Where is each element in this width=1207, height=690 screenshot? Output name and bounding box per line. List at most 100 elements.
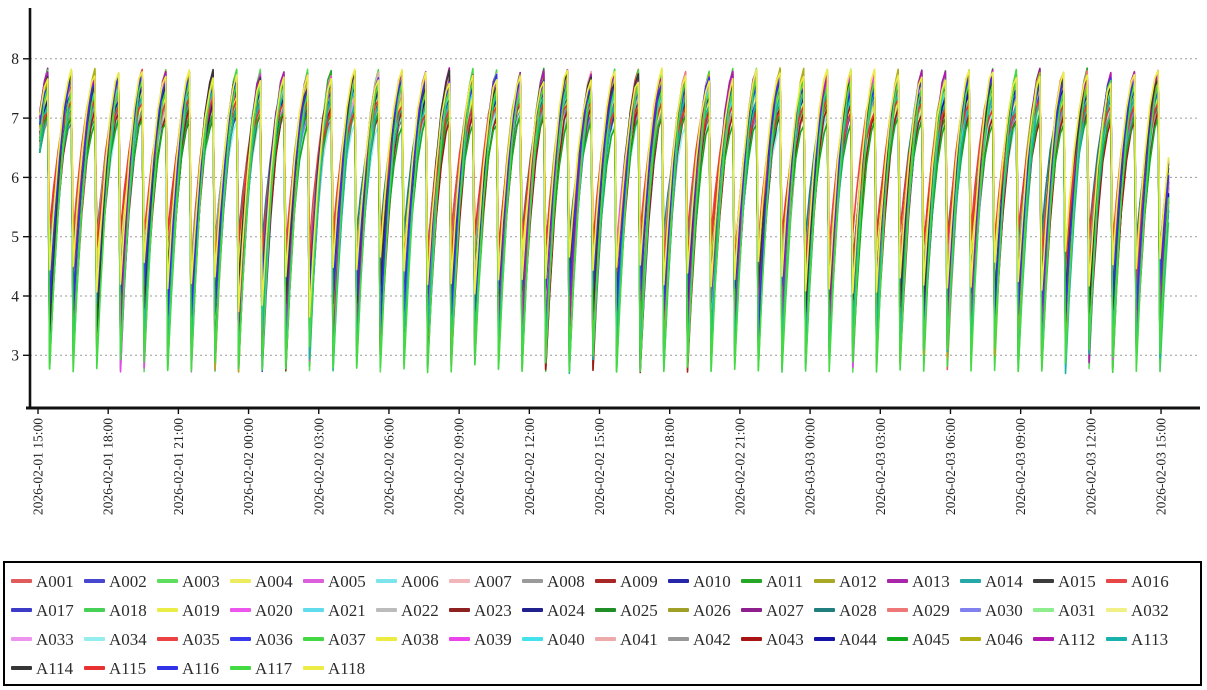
legend-label-A035: A035	[182, 629, 220, 649]
legend-item-A041: A041	[595, 625, 668, 653]
legend-swatch-A118	[303, 666, 324, 670]
legend-item-A033: A033	[11, 625, 84, 653]
legend-label-A023: A023	[474, 600, 512, 620]
legend-label-A017: A017	[36, 600, 74, 620]
x-tick-label: 2026-02-02 15:00	[592, 418, 607, 515]
legend-swatch-A019	[157, 608, 178, 612]
legend-label-A014: A014	[985, 571, 1023, 591]
legend-item-A037: A037	[303, 625, 376, 653]
legend-swatch-A115	[84, 666, 105, 670]
y-tick-label: 5	[11, 229, 19, 246]
legend-item-A003: A003	[157, 567, 230, 595]
legend-item-A045: A045	[887, 625, 960, 653]
legend-label-A006: A006	[401, 571, 439, 591]
legend-swatch-A014	[960, 579, 981, 583]
legend-label-A021: A021	[328, 600, 366, 620]
legend-swatch-A039	[449, 637, 470, 641]
legend-label-A002: A002	[109, 571, 147, 591]
legend-swatch-A046	[960, 637, 981, 641]
legend-swatch-A015	[1033, 579, 1054, 583]
legend-label-A022: A022	[401, 600, 439, 620]
legend-swatch-A024	[522, 608, 543, 612]
y-tick-label: 3	[11, 348, 19, 365]
legend-label-A028: A028	[839, 600, 877, 620]
legend-item-A114: A114	[11, 654, 84, 682]
legend-label-A008: A008	[547, 571, 585, 591]
legend-label-A039: A039	[474, 629, 512, 649]
legend-swatch-A017	[11, 608, 32, 612]
legend-label-A043: A043	[766, 629, 804, 649]
legend-item-A031: A031	[1033, 596, 1106, 624]
legend-item-A001: A001	[11, 567, 84, 595]
legend-item-A028: A028	[814, 596, 887, 624]
legend-item-A013: A013	[887, 567, 960, 595]
legend-swatch-A010	[668, 579, 689, 583]
legend-swatch-A035	[157, 637, 178, 641]
legend-item-A008: A008	[522, 567, 595, 595]
legend-item-A005: A005	[303, 567, 376, 595]
legend-item-A029: A029	[887, 596, 960, 624]
legend-swatch-A008	[522, 579, 543, 583]
y-tick-label: 7	[11, 111, 19, 128]
legend-swatch-A043	[741, 637, 762, 641]
legend-swatch-A028	[814, 608, 835, 612]
x-tick-label: 2026-03-03 00:00	[803, 418, 818, 515]
legend-swatch-A003	[157, 579, 178, 583]
legend-label-A036: A036	[255, 629, 293, 649]
legend-item-A021: A021	[303, 596, 376, 624]
legend-item-A034: A034	[84, 625, 157, 653]
x-tick-label: 2026-02-01 18:00	[101, 418, 116, 515]
legend-label-A046: A046	[985, 629, 1023, 649]
x-tick-label: 2026-02-02 21:00	[732, 418, 747, 515]
legend-swatch-A034	[84, 637, 105, 641]
legend-label-A015: A015	[1058, 571, 1096, 591]
legend-item-A046: A046	[960, 625, 1033, 653]
legend-swatch-A006	[376, 579, 397, 583]
legend-swatch-A026	[668, 608, 689, 612]
y-tick-label: 6	[11, 170, 19, 187]
x-tick-label: 2026-02-02 06:00	[381, 418, 396, 515]
x-tick-label: 2026-02-02 09:00	[452, 418, 467, 515]
legend-swatch-A009	[595, 579, 616, 583]
legend-swatch-A030	[960, 608, 981, 612]
legend-item-A004: A004	[230, 567, 303, 595]
x-tick-label: 2026-02-01 15:00	[31, 418, 46, 515]
x-tick-label: 2026-02-03 06:00	[943, 418, 958, 515]
series-line-A117	[38, 74, 1170, 374]
legend-item-A017: A017	[11, 596, 84, 624]
legend-label-A030: A030	[985, 600, 1023, 620]
legend-item-A016: A016	[1106, 567, 1179, 595]
legend-item-A011: A011	[741, 567, 814, 595]
legend-item-A040: A040	[522, 625, 595, 653]
legend-swatch-A117	[230, 666, 251, 670]
legend-item-A019: A019	[157, 596, 230, 624]
legend-swatch-A038	[376, 637, 397, 641]
legend-label-A033: A033	[36, 629, 74, 649]
x-tick-label: 2026-02-03 03:00	[873, 418, 888, 515]
x-tick-label: 2026-02-03 15:00	[1154, 418, 1169, 515]
legend-swatch-A042	[668, 637, 689, 641]
legend-swatch-A041	[595, 637, 616, 641]
legend-swatch-A027	[741, 608, 762, 612]
legend-item-A026: A026	[668, 596, 741, 624]
legend-swatch-A029	[887, 608, 908, 612]
legend-label-A026: A026	[693, 600, 731, 620]
legend-item-A038: A038	[376, 625, 449, 653]
x-tick-label: 2026-02-02 00:00	[241, 418, 256, 515]
x-tick-label: 2026-02-03 12:00	[1083, 418, 1098, 515]
legend-item-A113: A113	[1106, 625, 1179, 653]
legend-item-A009: A009	[595, 567, 668, 595]
legend-label-A009: A009	[620, 571, 658, 591]
legend-label-A114: A114	[36, 658, 74, 678]
legend-item-A118: A118	[303, 654, 376, 682]
legend-swatch-A032	[1106, 608, 1127, 612]
legend-swatch-A013	[887, 579, 908, 583]
legend-item-A007: A007	[449, 567, 522, 595]
legend-label-A025: A025	[620, 600, 658, 620]
legend-item-A116: A116	[157, 654, 230, 682]
legend-item-A022: A022	[376, 596, 449, 624]
legend-swatch-A113	[1106, 637, 1127, 641]
legend-item-A006: A006	[376, 567, 449, 595]
legend-swatch-A116	[157, 666, 178, 670]
legend-swatch-A040	[522, 637, 543, 641]
